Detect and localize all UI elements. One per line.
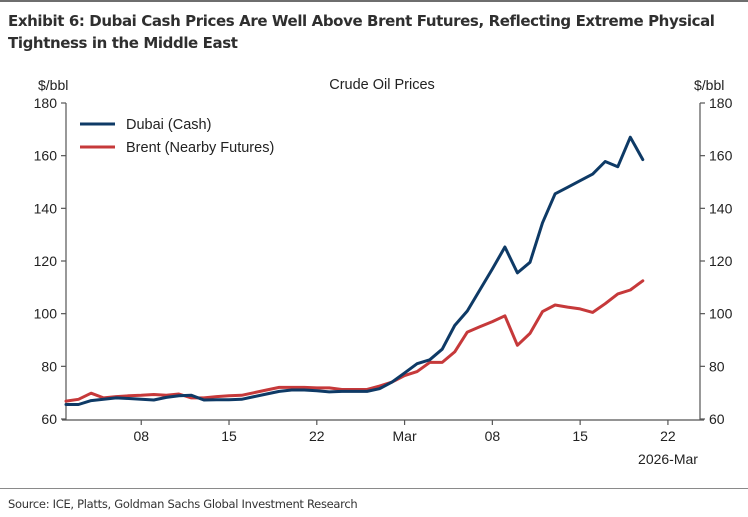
- x-tick-label: 22: [309, 428, 325, 444]
- left-y-tick-label: 140: [34, 200, 58, 216]
- chart-title: Crude Oil Prices: [329, 77, 435, 93]
- legend: Dubai (Cash) Brent (Nearby Futures): [80, 117, 274, 156]
- x-ticks: 08 15 22 Mar 08 15 22: [133, 420, 676, 444]
- right-y-tick-label: 100: [709, 306, 733, 322]
- x-tick-label: 08: [485, 428, 501, 444]
- x-tick-label: 15: [572, 428, 588, 444]
- series-line-dubai-cash: [64, 135, 645, 406]
- left-y-tick-label: 100: [34, 306, 58, 322]
- right-y-tick-label: 120: [709, 253, 733, 269]
- top-rule: [0, 0, 748, 2]
- left-axis-unit: $/bbl: [38, 77, 68, 93]
- right-y-tick-label: 180: [709, 95, 733, 111]
- left-y-tick-label: 120: [34, 253, 58, 269]
- left-y-tick-label: 80: [41, 358, 57, 374]
- left-y-ticks: 60 80 100 120 140 160 180: [34, 95, 66, 427]
- series-line-brent-futures: [64, 279, 645, 403]
- legend-label-dubai: Dubai (Cash): [126, 117, 211, 133]
- left-y-tick-label: 180: [34, 95, 58, 111]
- left-y-tick-label: 60: [41, 411, 57, 427]
- left-y-tick-label: 160: [34, 148, 58, 164]
- legend-label-brent: Brent (Nearby Futures): [126, 140, 274, 156]
- bottom-rule: [0, 488, 748, 489]
- exhibit-title: Exhibit 6: Dubai Cash Prices Are Well Ab…: [8, 12, 715, 52]
- x-tick-label: Mar: [393, 428, 417, 444]
- right-axis-unit: $/bbl: [694, 77, 724, 93]
- right-y-tick-label: 160: [709, 148, 733, 164]
- x-tick-label: 22: [660, 428, 676, 444]
- series-lines: [64, 135, 645, 406]
- right-y-tick-label: 60: [709, 411, 725, 427]
- right-y-tick-label: 140: [709, 200, 733, 216]
- x-tick-label: 08: [133, 428, 149, 444]
- x-axis-period-label: 2026-Mar: [638, 451, 698, 467]
- right-y-tick-label: 80: [709, 358, 725, 374]
- right-y-ticks: 60 80 100 120 140 160 180: [700, 95, 733, 427]
- x-tick-label: 15: [221, 428, 237, 444]
- source-note: Source: ICE, Platts, Goldman Sachs Globa…: [8, 497, 358, 511]
